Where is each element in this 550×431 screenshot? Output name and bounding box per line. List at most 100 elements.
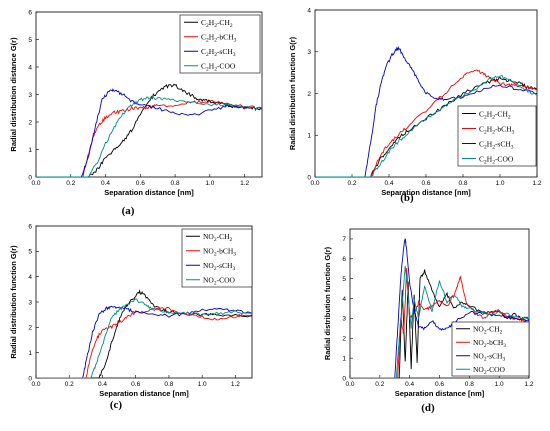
x-tick-label: 0.0 [31,381,40,388]
y-axis-label: Radial distribution function G(r) [288,36,297,150]
x-tick-label: 0.8 [171,180,180,187]
x-tick-label: 0.8 [458,180,467,187]
x-axis-label: Separation distance [nm] [381,188,471,197]
y-tick-label: 0 [307,174,311,181]
x-axis-label: Separation distance [nm] [395,389,485,398]
y-tick-label: 0 [342,375,346,382]
y-tick-label: 0 [28,174,32,181]
y-tick-label: 7 [342,236,346,243]
y-tick-label: 3 [28,299,32,306]
x-axis-label: Separation distance [nm] [99,389,189,398]
legend: C2H2-CH2 C2H2-bCH3 C2H2-sCH3 C2H2-COO [457,105,537,167]
legend-box [181,228,253,288]
series-line-a-3 [36,96,262,177]
y-tick-label: 6 [342,256,346,263]
x-tick-label: 1.2 [532,180,541,187]
series-line-c-2 [36,305,252,378]
x-tick-label: 0.8 [164,381,173,388]
y-axis-label: Radial distribution function G(r) [323,246,332,360]
chart-panel-c: 0.0 0.2 0.4 0.6 0.8 1.0 1.2 0 1 2 3 4 5 6 Separation d… [9,223,253,411]
legend-entry: NO2-COO [203,276,236,287]
x-tick-label: 0.6 [421,180,430,187]
series-group [350,238,529,378]
legend-box [451,321,530,377]
series-line-c-1 [36,306,252,378]
x-tick-label: 0.2 [347,180,356,187]
legend-entry: C2H2-COO [479,154,514,165]
x-tick-label: 0.4 [384,180,393,187]
y-tick-label: 5 [342,276,346,283]
legend-entry: NO2-CH2 [473,325,503,336]
y-tick-label: 3 [342,316,346,323]
y-tick-label: 4 [28,64,32,71]
y-tick-label: 2 [307,91,311,98]
y-tick-label: 4 [342,296,346,303]
legend-entry: C2H2-bCH3 [201,33,237,44]
y-axis-label: Radial distribution distance G(r) [9,37,18,152]
y-tick-label: 1 [342,355,346,362]
y-tick-label: 2 [342,336,346,343]
legend: NO2-CH2 NO2-bCH3 NO2-sCH3 NO2-COO [181,228,253,288]
y-tick-label: 3 [307,49,311,56]
series-line-c-3 [36,298,252,378]
legend-entry: C2H2-sCH3 [201,47,236,58]
legend-box [179,14,261,74]
y-tick-label: 4 [307,7,311,14]
x-tick-label: 1.0 [198,381,207,388]
legend-entry: C2H2-bCH3 [479,124,515,135]
series-group [36,83,262,177]
legend-entry: C2H2-CH2 [201,18,233,29]
y-tick-label: 5 [28,249,32,256]
y-tick-label: 1 [28,147,32,154]
y-tick-label: 3 [28,92,32,99]
y-axis-label: Radial distribution function G(r) [9,245,18,359]
chart-panel-a: 0.0 0.2 0.4 0.6 0.8 1.0 1.2 0 1 2 3 4 5 6 Separation d… [9,9,263,217]
legend-entry: NO2-sCH3 [203,261,235,272]
series-line-b-0 [315,76,537,177]
panel-label-d: (d) [421,402,435,414]
y-tick-label: 0 [28,375,32,382]
x-tick-label: 0.4 [98,381,107,388]
y-tick-label: 2 [28,119,32,126]
y-tick-label: 6 [28,223,32,230]
legend-entry: NO2-bCH3 [203,247,236,258]
legend: NO2-CH2 NO2-bCH3 NO2-sCH3 NO2-COO [451,321,530,377]
x-tick-label: 1.0 [495,180,504,187]
legend-entry: C2H2-CH2 [479,109,511,120]
legend-entry: NO2-CH2 [203,232,233,243]
x-tick-label: 1.2 [524,381,533,388]
legend-entry: C2H2-COO [201,62,236,73]
panel-label-b: (b) [400,192,414,204]
series-line-a-1 [36,99,262,177]
series-line-b-3 [315,75,537,177]
panel-label-a: (a) [122,205,135,217]
x-tick-label: 0.0 [31,180,40,187]
series-line-a-0 [36,83,262,177]
series-line-d-3 [350,265,529,378]
y-tick-label: 4 [28,274,32,281]
x-tick-label: 1.0 [495,381,504,388]
x-tick-label: 1.0 [205,180,214,187]
x-tick-label: 0.2 [66,180,75,187]
y-tick-label: 1 [307,133,311,140]
panel-label-c: (c) [110,399,123,411]
legend-entry: C2H2-sCH3 [479,139,514,150]
x-tick-label: 0.6 [435,381,444,388]
legend-entry: NO2-bCH3 [473,338,506,349]
chart-panel-b: 0.0 0.2 0.4 0.6 0.8 1.0 1.2 0 1 2 3 4 Separation dis… [288,7,542,204]
x-tick-label: 0.0 [345,381,354,388]
x-tick-label: 1.2 [240,180,249,187]
x-tick-label: 0.8 [465,381,474,388]
x-tick-label: 0.6 [136,180,145,187]
series-line-d-2 [350,238,529,378]
legend-entry: NO2-COO [473,365,506,376]
series-line-b-2 [315,45,537,177]
x-tick-label: 1.2 [231,381,240,388]
y-tick-label: 1 [28,350,32,357]
x-tick-label: 0.2 [375,381,384,388]
legend: C2H2-CH2 C2H2-bCH3 C2H2-sCH3 C2H2-COO [179,14,261,74]
y-tick-label: 2 [28,325,32,332]
series-group [315,45,537,177]
y-tick-label: 6 [28,9,32,16]
